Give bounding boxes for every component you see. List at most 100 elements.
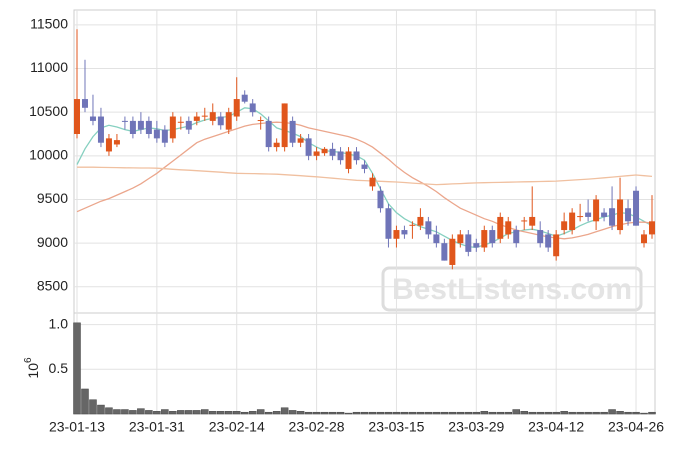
candle-body xyxy=(193,116,200,121)
candle-body xyxy=(137,120,144,130)
volume-bar xyxy=(464,411,473,415)
candle-body xyxy=(577,216,584,218)
candle-body xyxy=(97,116,104,143)
volume-bar xyxy=(193,410,201,415)
volume-bar xyxy=(608,409,616,415)
candle-body xyxy=(273,142,280,148)
volume-bar xyxy=(648,411,656,415)
candle-body xyxy=(305,138,312,156)
volume-bar xyxy=(440,411,449,415)
x-tick-label: 23-03-29 xyxy=(448,419,504,435)
candle-body xyxy=(217,116,224,126)
volume-bar xyxy=(472,411,481,415)
candle-body xyxy=(89,116,96,121)
volume-bar xyxy=(304,411,313,415)
volume-exponent: 6 xyxy=(23,357,34,363)
candle-body xyxy=(409,224,416,226)
x-tick-label: 23-03-15 xyxy=(368,419,424,435)
volume-bar xyxy=(320,411,329,415)
volume-bar xyxy=(248,411,257,415)
y-tick-label: 10000 xyxy=(29,147,68,163)
candle-body xyxy=(425,221,432,235)
candle-body xyxy=(545,234,552,248)
volume-bar xyxy=(584,411,592,415)
candle-body xyxy=(441,243,448,261)
candle-body xyxy=(241,94,248,102)
volume-bar xyxy=(224,411,233,415)
volume-bar xyxy=(264,411,273,415)
volume-bar xyxy=(528,411,536,415)
candle-body xyxy=(225,112,232,130)
volume-bar xyxy=(496,411,505,415)
candle-body xyxy=(145,120,152,134)
x-tick-label: 23-01-31 xyxy=(129,419,185,435)
y-tick-label: 9000 xyxy=(37,234,68,250)
candle-body xyxy=(385,208,392,239)
candle-body xyxy=(513,230,520,244)
candle-body xyxy=(641,234,648,244)
volume-bar xyxy=(560,411,568,415)
candle-body xyxy=(393,230,400,239)
candle-body xyxy=(625,208,632,222)
candle-body xyxy=(601,212,608,217)
candle-body xyxy=(353,151,360,161)
x-tick-label: 23-02-28 xyxy=(289,419,345,435)
volume-panel xyxy=(73,312,656,415)
volume-bar xyxy=(352,411,361,415)
candle-body xyxy=(209,112,216,121)
volume-bar xyxy=(448,411,457,415)
volume-bar xyxy=(632,411,640,415)
candle-body xyxy=(169,116,176,139)
candle-body xyxy=(74,99,80,134)
volume-bar xyxy=(384,411,393,415)
volume-bar xyxy=(328,411,337,415)
volume-bar xyxy=(416,411,425,415)
candle-body xyxy=(529,216,536,226)
candle-body xyxy=(473,243,480,248)
volume-bar xyxy=(232,411,241,415)
volume-bar xyxy=(344,412,353,415)
volume-bar xyxy=(624,411,632,415)
watermark-box xyxy=(381,266,643,312)
volume-bar xyxy=(288,410,297,415)
volume-bar xyxy=(424,411,433,415)
volume-bar xyxy=(81,388,89,415)
volume-bar xyxy=(368,411,377,415)
volume-bar xyxy=(113,409,121,415)
candle-body xyxy=(201,115,208,117)
candle-body xyxy=(617,199,624,231)
x-tick-label: 23-02-14 xyxy=(209,419,265,435)
candle-body xyxy=(401,230,408,235)
candle-body xyxy=(313,151,320,156)
volume-bar xyxy=(137,408,145,415)
candle-body xyxy=(265,120,272,148)
volume-bar xyxy=(576,411,584,415)
candle-body xyxy=(161,129,168,143)
volume-bar xyxy=(616,411,624,415)
watermark: BestListens.com xyxy=(392,273,632,306)
volume-bar xyxy=(488,411,497,415)
volume-bar xyxy=(592,411,600,415)
candle-body xyxy=(561,221,568,231)
volume-bar xyxy=(408,411,417,415)
candle-body xyxy=(417,216,424,226)
y-tick-label: 10500 xyxy=(29,103,68,119)
volume-bar xyxy=(376,411,385,415)
volume-bar xyxy=(536,411,544,415)
candle-body xyxy=(465,234,472,252)
candle-body xyxy=(649,221,655,235)
volume-bar xyxy=(89,399,97,415)
volume-bar xyxy=(97,404,105,415)
candle-body xyxy=(329,148,336,156)
candle-body xyxy=(105,138,112,152)
candle-body xyxy=(337,151,344,161)
volume-bar xyxy=(161,409,169,415)
candle-body xyxy=(321,148,328,154)
volume-bar xyxy=(145,410,153,415)
candle-body xyxy=(497,216,504,239)
volume-bar xyxy=(169,411,177,415)
y-tick-label: 0.5 xyxy=(49,360,69,376)
volume-bar xyxy=(360,411,369,415)
volume-bar xyxy=(600,411,608,415)
candle-body xyxy=(289,120,296,143)
